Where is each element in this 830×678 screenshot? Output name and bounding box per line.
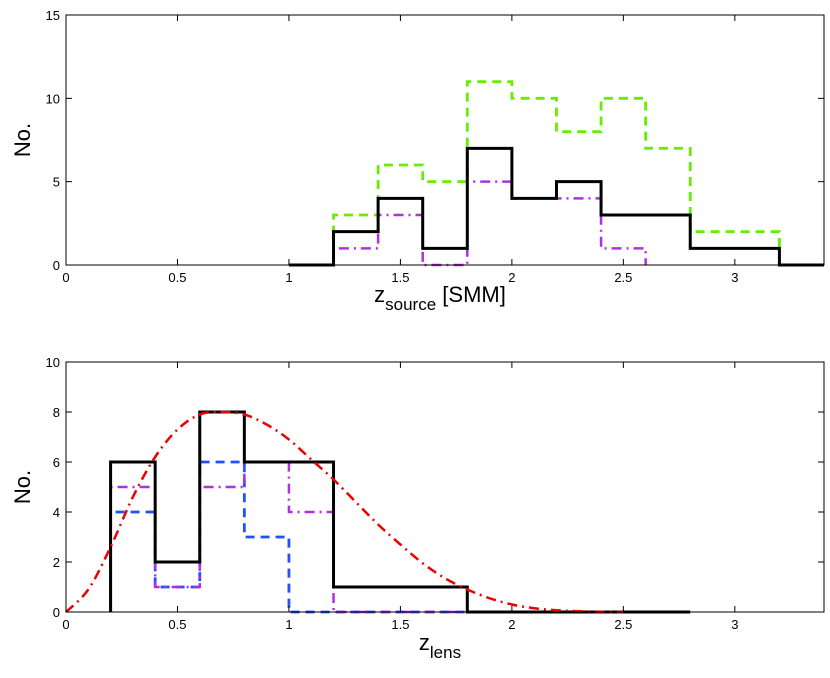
x-tick-label: 3 xyxy=(731,617,738,632)
series-magenta-dashdot xyxy=(332,180,647,267)
series-red-dashdot-curve xyxy=(65,410,624,614)
x-tick-label: 2 xyxy=(508,617,515,632)
x-axis-label: zlens xyxy=(419,630,461,662)
y-tick-label: 0 xyxy=(53,605,60,620)
series-black-solid xyxy=(109,410,691,614)
x-axis-label-suffix: [SMM] xyxy=(436,282,506,307)
y-tick-label: 15 xyxy=(46,8,60,23)
x-tick-label: 0 xyxy=(62,270,69,285)
x-axis-label-main: z xyxy=(419,630,430,655)
x-tick-label: 0 xyxy=(62,617,69,632)
x-tick-label: 1.5 xyxy=(391,617,409,632)
x-tick-label: 1 xyxy=(285,270,292,285)
x-tick-label: 2.5 xyxy=(614,617,632,632)
x-axis-label-main: z xyxy=(374,282,385,307)
x-tick-label: 0.5 xyxy=(168,270,186,285)
series-green-dashed xyxy=(288,80,781,267)
x-tick-label: 3 xyxy=(731,270,738,285)
y-tick-label: 10 xyxy=(46,355,60,370)
x-tick-label: 0.5 xyxy=(168,617,186,632)
plot-frame xyxy=(65,14,825,266)
y-tick-label: 0 xyxy=(53,258,60,273)
y-tick-label: 6 xyxy=(53,455,60,470)
plot-frame xyxy=(65,361,825,613)
y-tick-label: 2 xyxy=(53,555,60,570)
y-axis-label: No. xyxy=(10,123,35,157)
y-tick-label: 4 xyxy=(53,505,60,520)
series-black-solid xyxy=(288,146,824,267)
x-tick-label: 1.5 xyxy=(391,270,409,285)
x-axis-label-subscript: source xyxy=(385,295,436,314)
chart-panel-2: 0 0.5 1 1.5 2 2.5 3 0 2 4 6 8 10 zlens No. xyxy=(10,355,825,662)
y-tick-label: 8 xyxy=(53,405,60,420)
y-tick-label: 5 xyxy=(53,175,60,190)
x-tick-label: 1 xyxy=(285,617,292,632)
x-axis-label-subscript: lens xyxy=(430,643,461,662)
y-axis-label: No. xyxy=(10,470,35,504)
y-tick-label: 10 xyxy=(46,91,60,106)
chart-panel-1: 0 0.5 1 1.5 2 2.5 3 0 5 10 15 zsource [SMM] No. xyxy=(10,8,825,314)
x-axis-label: zsource [SMM] xyxy=(374,282,506,314)
x-tick-label: 2 xyxy=(508,270,515,285)
x-tick-label: 2.5 xyxy=(614,270,632,285)
